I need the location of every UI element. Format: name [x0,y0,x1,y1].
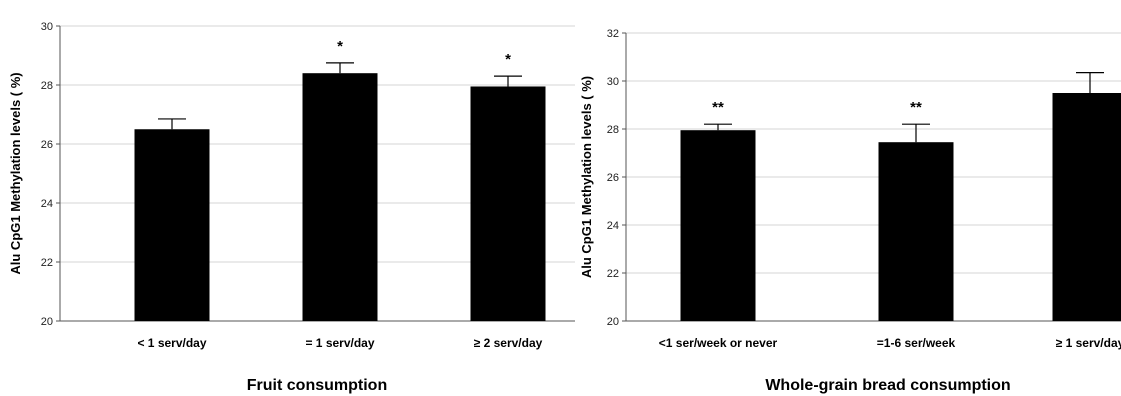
chart2-y-tick-label: 20 [607,316,619,328]
chart2-x-axis-title: Whole-grain bread consumption [765,377,1010,394]
chart1-y-tick-label: 22 [41,257,53,269]
chart1-significance-marker: * [505,51,511,68]
chart1-category-label: = 1 serv/day [305,336,374,350]
chart2-y-tick-label: 24 [607,220,619,232]
chart2-significance-marker: ** [910,99,922,116]
chart1-bar [302,73,378,321]
chart1-y-tick-label: 24 [41,198,53,210]
chart2-significance-marker: ** [712,99,724,116]
chart1-bar [470,86,546,321]
chart2-y-tick-label: 22 [607,268,619,280]
chart2-y-tick-label: 32 [607,28,619,40]
chart1-category-label: ≥ 2 serv/day [474,336,543,350]
chart1-y-axis-title: Alu CpG1 Methylation levels ( %) [8,72,23,274]
chart2-category-label: ≥ 1 serv/day [1056,336,1121,350]
chart1-category-label: < 1 serv/day [137,336,206,350]
chart1-y-tick-label: 26 [41,139,53,151]
chart1-y-tick-label: 28 [41,80,53,92]
chart2-y-axis-title: Alu CpG1 Methylation levels ( %) [579,76,594,278]
chart1-x-axis-title: Fruit consumption [247,377,387,394]
chart1-y-tick-label: 20 [41,316,53,328]
chart1-bar [134,129,210,321]
chart2-bar [680,130,756,321]
chart2-y-tick-label: 30 [607,76,619,88]
chart2-bar [878,142,954,321]
chart1-y-tick-label: 30 [41,21,53,33]
chart2-category-label: <1 ser/week or never [659,336,778,350]
chart2-y-tick-label: 28 [607,124,619,136]
chart1-significance-marker: * [337,38,343,55]
chart2-category-label: =1-6 ser/week [877,336,956,350]
chart2-y-tick-label: 26 [607,172,619,184]
chart2-bar [1052,93,1121,321]
